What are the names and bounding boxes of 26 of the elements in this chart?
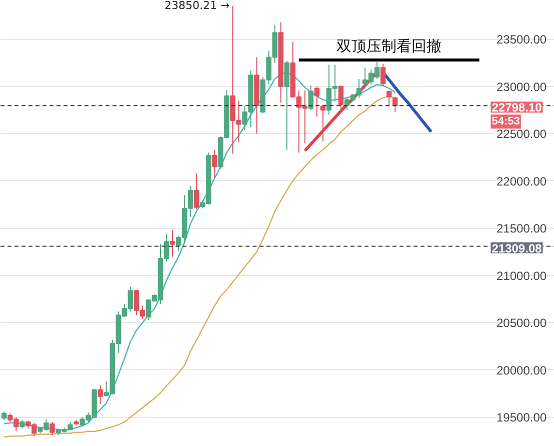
y-tick-label: 20000.00 [496, 363, 547, 378]
text: 54:53 [492, 116, 520, 128]
y-tick-label: 21500.00 [496, 222, 547, 236]
candlestick [314, 86, 320, 118]
y-tick-label: 23500.00 [496, 32, 547, 47]
candlestick [320, 104, 326, 142]
y-tick-label: 20500.00 [496, 316, 547, 330]
candlestick [380, 63, 386, 87]
y-tick-label: 22000.00 [496, 174, 547, 188]
y-tick-label: 21000.00 [496, 268, 547, 283]
candlestick [50, 421, 55, 436]
candlestick [386, 90, 392, 107]
y-tick-label: 23000.00 [496, 80, 547, 94]
candlestick [98, 384, 103, 404]
y-tick-label: 19500.00 [496, 410, 547, 425]
ref-line-label: 22798.10 [492, 100, 542, 115]
annotation: 23850.21 → [164, 0, 230, 12]
y-tick-label: 22500.00 [496, 127, 547, 142]
series-label: 双顶压制看回撤 [336, 37, 442, 56]
candlestick [194, 172, 200, 210]
candlestick [338, 85, 344, 111]
candlestick [170, 230, 176, 258]
ref-line-label: 21309.08 [492, 241, 542, 256]
candlestick [308, 85, 314, 111]
candlestick [212, 149, 218, 179]
candlestick [284, 60, 290, 150]
